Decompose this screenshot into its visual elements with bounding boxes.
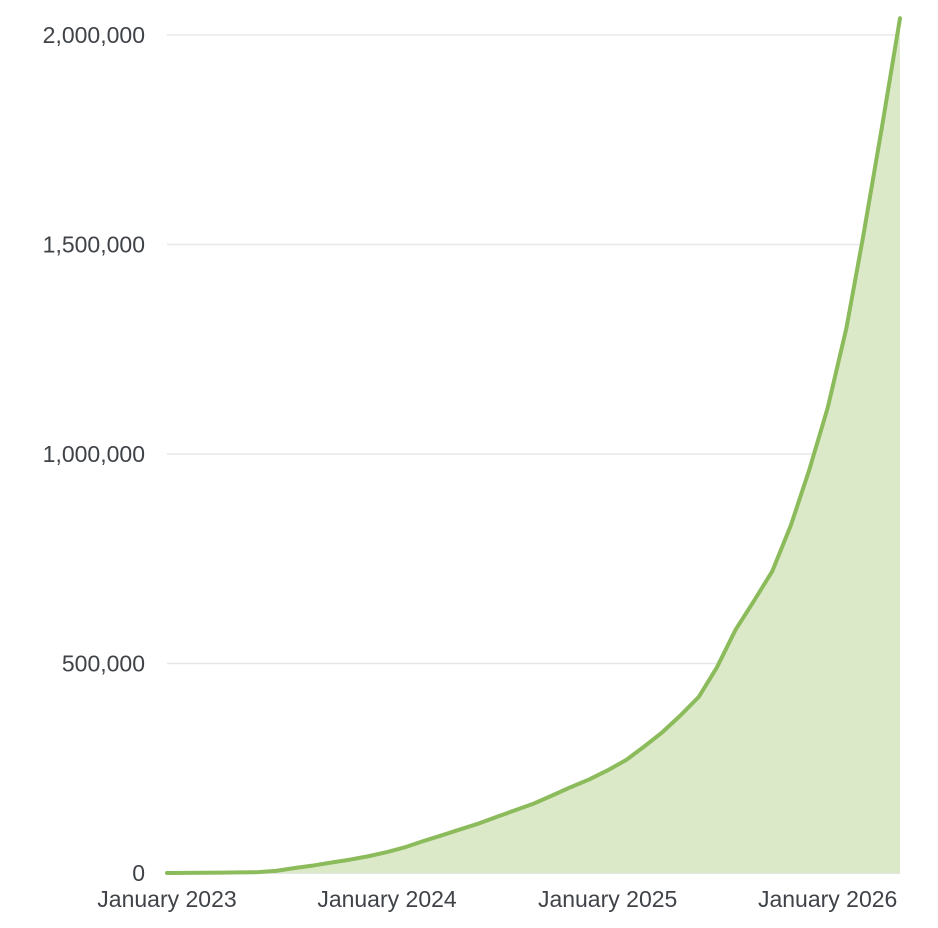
y-tick-label: 2,000,000: [43, 22, 145, 48]
y-tick-label: 0: [132, 860, 145, 886]
area-layer: [165, 16, 902, 875]
x-tick-label: January 2025: [538, 886, 677, 912]
series-line: [165, 16, 902, 875]
area-fill: [167, 18, 900, 874]
x-tick-label: January 2023: [97, 886, 236, 912]
x-tick-label: January 2024: [317, 886, 457, 912]
x-tick-label: January 2026: [758, 886, 897, 912]
y-tick-label: 500,000: [62, 651, 145, 677]
axis-layer: 0 500,000 1,000,000 1,500,000 2,000,000 Janua…: [43, 22, 898, 912]
y-tick-label: 1,000,000: [43, 441, 145, 467]
y-tick-label: 1,500,000: [43, 232, 145, 258]
